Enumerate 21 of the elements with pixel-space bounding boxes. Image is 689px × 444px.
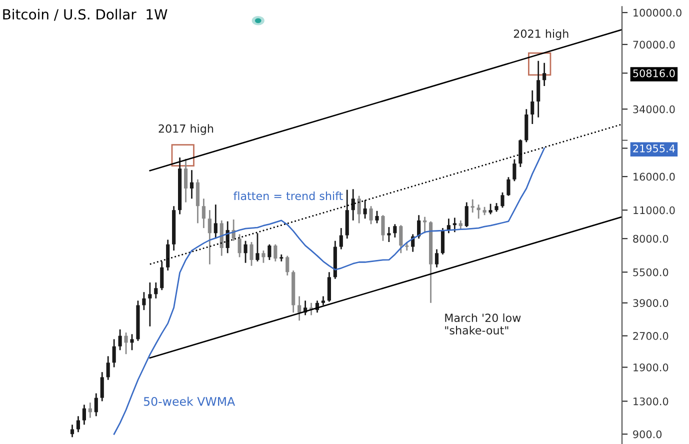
y-tick-label: 2700.0	[633, 332, 668, 340]
y-tick-label: 5500.0	[633, 268, 668, 276]
y-tick-label: 34000.0	[633, 105, 675, 114]
y-tick-label: 3900.0	[633, 299, 668, 307]
annotation: 2017 high	[158, 124, 214, 135]
y-tick-label: 8000.0	[633, 234, 668, 243]
y-tick-label: 21955.4	[633, 144, 675, 152]
y-tick-label: 100000.0	[634, 8, 682, 17]
y-tick-label: 70000.0	[633, 40, 675, 49]
annotation: flatten = trend shift	[234, 192, 343, 200]
y-tick-label: 1900.0	[634, 363, 668, 372]
y-tick-label: 900.0	[633, 430, 662, 438]
y-tick-label: 16000.0	[634, 172, 675, 181]
annotation: March '20 low "shake-out"	[445, 313, 521, 334]
y-tick-label: 50816.0	[633, 69, 675, 78]
y-tick-label: 1300.0	[634, 397, 668, 406]
series-label: 50-week VWMA	[144, 396, 236, 406]
y-tick-label: 11000.0	[634, 206, 675, 214]
chart-title: Bitcoin / U.S. Dollar 1W	[3, 8, 168, 21]
line-series	[113, 148, 546, 435]
annotation: 2021 high	[514, 29, 568, 40]
